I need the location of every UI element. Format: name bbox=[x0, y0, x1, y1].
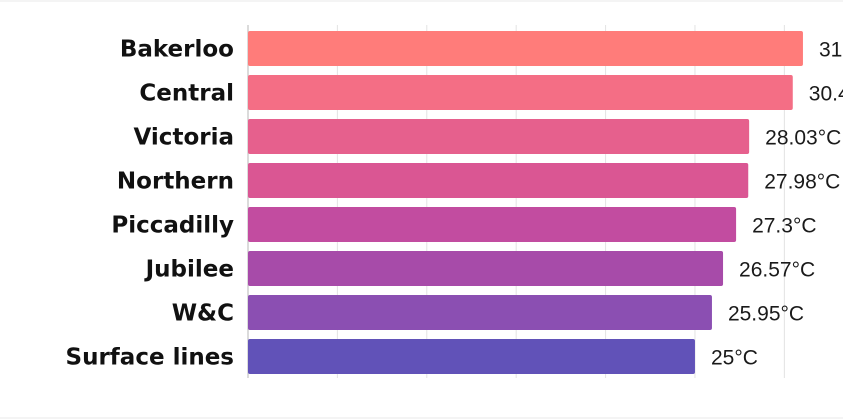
value-label: 27.98°C bbox=[764, 171, 840, 194]
category-label: Victoria bbox=[134, 125, 234, 151]
bar-piccadilly bbox=[248, 207, 737, 242]
category-label: Piccadilly bbox=[111, 213, 234, 239]
category-label: W&C bbox=[172, 301, 234, 327]
value-label: 30.47°C bbox=[809, 83, 843, 106]
category-labels: Bakerloo Central Victoria Northern Piccadill… bbox=[66, 37, 234, 371]
category-label: Central bbox=[139, 81, 234, 107]
value-label: 25.95°C bbox=[728, 303, 804, 326]
value-label: 28.03°C bbox=[765, 127, 841, 150]
category-label: Northern bbox=[117, 169, 234, 195]
bar-victoria bbox=[248, 119, 750, 154]
value-label: 26.57°C bbox=[739, 259, 815, 282]
category-label: Jubilee bbox=[144, 257, 234, 283]
bar-w-c bbox=[248, 295, 712, 330]
value-labels: 31.04°C 30.47°C 28.03°C 27.98°C 27.3°C 26.57°… bbox=[711, 39, 843, 370]
bar-central bbox=[248, 75, 793, 110]
chart-bars bbox=[248, 31, 803, 374]
category-label: Surface lines bbox=[66, 345, 234, 371]
bar-bakerloo bbox=[248, 31, 803, 66]
value-label: 31.04°C bbox=[819, 39, 843, 62]
bar-northern bbox=[248, 163, 749, 198]
value-label: 27.3°C bbox=[752, 215, 816, 238]
bar-surface-lines bbox=[248, 339, 695, 374]
category-label: Bakerloo bbox=[120, 37, 234, 63]
value-label: 25°C bbox=[711, 347, 758, 370]
bar-jubilee bbox=[248, 251, 724, 286]
